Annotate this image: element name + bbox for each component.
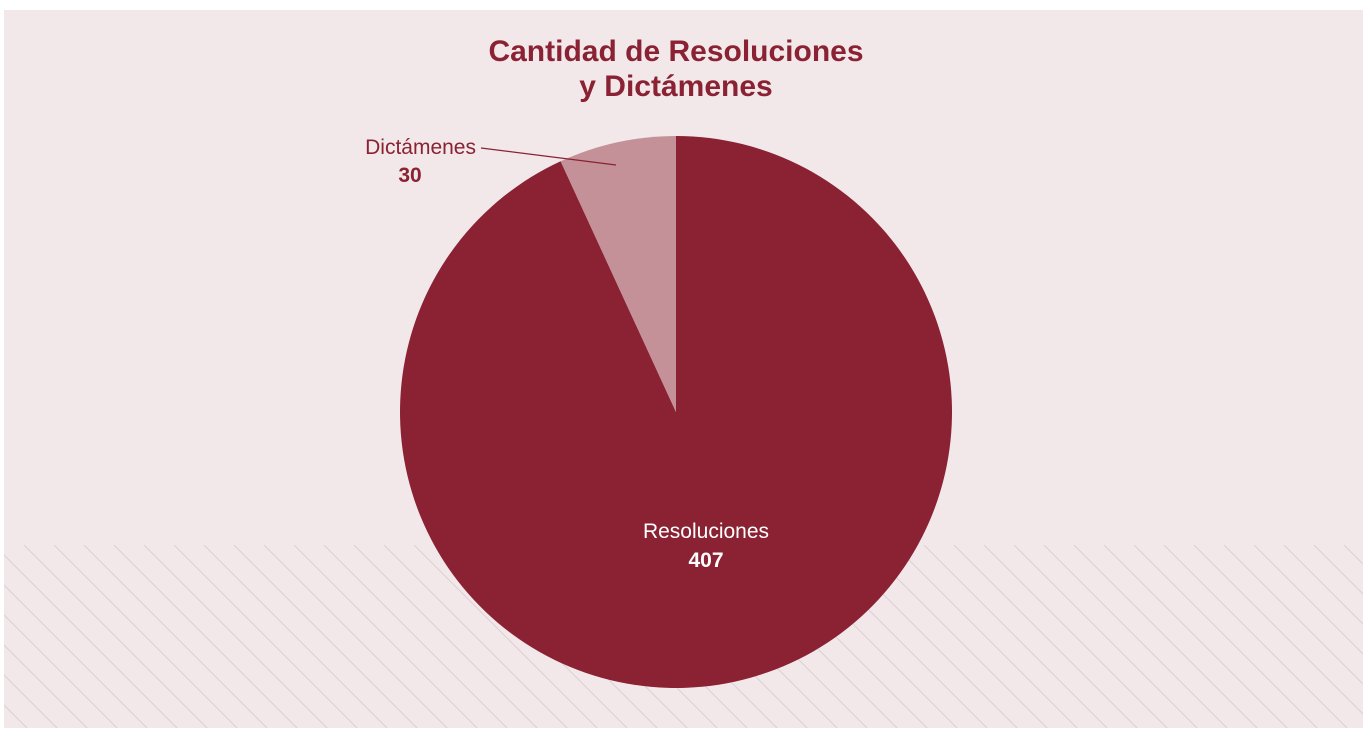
hatch-line bbox=[413, 545, 598, 728]
pie-slices bbox=[400, 136, 953, 688]
hatch-line bbox=[23, 545, 208, 728]
hatch-line bbox=[1013, 545, 1198, 728]
slice-value-dictamenes: 30 bbox=[398, 164, 421, 187]
hatch-line bbox=[1133, 545, 1318, 728]
hatch-line bbox=[383, 545, 568, 728]
pie-chart: Cantidad de Resoluciones y Dictámenes Di… bbox=[4, 35, 1363, 728]
hatch-line bbox=[173, 545, 358, 728]
hatch-line bbox=[263, 545, 448, 728]
hatch-line bbox=[953, 545, 1138, 728]
hatch-line bbox=[1283, 545, 1363, 625]
hatch-line bbox=[4, 614, 118, 728]
hatch-line bbox=[83, 545, 268, 728]
slice-value-resoluciones: 407 bbox=[688, 549, 723, 572]
hatch-line bbox=[203, 545, 388, 728]
chart-panel: Cantidad de Resoluciones y Dictámenes Di… bbox=[4, 10, 1363, 728]
hatch-line bbox=[983, 545, 1168, 728]
hatch-line bbox=[1073, 545, 1258, 728]
chart-title-line-1: Cantidad de Resoluciones bbox=[488, 35, 863, 68]
hatch-line bbox=[1343, 545, 1363, 565]
hatch-line bbox=[353, 545, 538, 728]
dictamenes-leader-line bbox=[480, 147, 617, 166]
hatch-line bbox=[4, 584, 148, 728]
hatch-line bbox=[53, 545, 238, 728]
hatch-line bbox=[143, 545, 328, 728]
hatch-line bbox=[1193, 545, 1363, 715]
hatch-line bbox=[1043, 545, 1228, 728]
hatch-line bbox=[4, 554, 178, 728]
hatch-line bbox=[1223, 545, 1363, 685]
hatch-line bbox=[1253, 545, 1363, 655]
hatch-line bbox=[4, 674, 58, 728]
hatch-line bbox=[4, 704, 28, 728]
hatch-line bbox=[1163, 545, 1348, 728]
hatch-line bbox=[1103, 545, 1288, 728]
pie-slice-dictamenes bbox=[560, 136, 676, 412]
chart-title-line-2: y Dictámenes bbox=[579, 70, 772, 103]
hatch-line bbox=[113, 545, 298, 728]
hatch-line bbox=[233, 545, 418, 728]
hatch-line bbox=[4, 644, 88, 728]
hatch-line bbox=[923, 545, 1108, 728]
slice-label-dictamenes: Dictámenes bbox=[365, 136, 476, 159]
hatch-line bbox=[1313, 545, 1363, 595]
slice-label-resoluciones: Resoluciones bbox=[643, 520, 769, 543]
hatch-line bbox=[293, 545, 478, 728]
hatch-line bbox=[323, 545, 508, 728]
pie-slice-resoluciones bbox=[400, 136, 953, 688]
hatch-line bbox=[893, 545, 1078, 728]
